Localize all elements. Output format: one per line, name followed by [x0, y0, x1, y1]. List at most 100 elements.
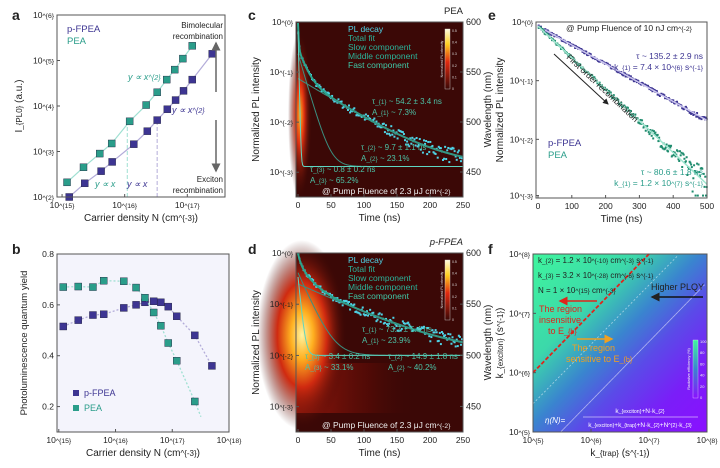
decay-point-p-FPEA: [585, 50, 588, 53]
y-axis-label: I_{PL0} (a.u.): [14, 80, 25, 133]
y-axis-label: Normalized PL intensity: [251, 57, 262, 162]
decay-point-p-FPEA: [581, 50, 584, 53]
x-axis-label: k_{trap} (s^{-1}): [590, 448, 649, 459]
pl-decay-point: [454, 345, 457, 348]
decay-point-PEA: [620, 101, 623, 104]
data-point-PEA: [163, 75, 171, 84]
y2-tick-label: 500: [466, 117, 481, 127]
decay-point-PEA: [652, 137, 655, 140]
pl-decay-point: [419, 148, 422, 151]
decay-point-PEA: [638, 122, 641, 125]
pl-decay-point: [351, 110, 354, 113]
pl-decay-point: [322, 88, 325, 91]
x-tick-label: 500: [700, 201, 714, 211]
panel-a-chart: 10^{15} 10^{16} 10^{17} 10^{2} 10^{3} 10^{4} 1…: [14, 10, 226, 224]
colorbar: [444, 28, 451, 90]
x-tick-label: 200: [423, 435, 437, 445]
recombination-label: Exciton: [197, 175, 223, 184]
y-tick-label: 10^{7}: [509, 308, 531, 318]
pl-decay-point: [418, 138, 421, 141]
pl-decay-point: [377, 313, 380, 316]
decay-point-PEA: [702, 194, 705, 197]
x-tick-label: 200: [599, 201, 613, 211]
decay-point-PEA: [681, 152, 684, 155]
data-point-p-FPEA: [208, 50, 216, 58]
data-point-PEA: [74, 282, 82, 291]
panel-label-f: f: [488, 241, 493, 257]
decay-point-PEA: [656, 133, 659, 136]
pl-decay-point: [373, 117, 376, 120]
pl-decay-point: [375, 320, 378, 323]
fit-annotation: @ Pump Fluence of 2.3 μJ cm^{-2}: [322, 186, 451, 196]
pl-decay-point: [367, 314, 370, 317]
pl-decay-point: [408, 323, 411, 326]
y-tick-label: 10^{5}: [509, 427, 531, 437]
colorbar: [692, 339, 699, 399]
pl-decay-point: [357, 311, 360, 314]
pl-decay-point: [352, 108, 355, 111]
data-point-p-FPEA: [163, 105, 172, 113]
decay-point-PEA: [634, 113, 637, 116]
decay-point-PEA: [676, 150, 679, 153]
pl-decay-point: [365, 310, 368, 313]
legend-entry: PL decay: [348, 24, 384, 34]
decay-point-p-FPEA: [637, 80, 640, 83]
contour-line: [561, 287, 702, 431]
colorbar-tick-label: 80: [700, 350, 705, 355]
decay-point-PEA: [644, 129, 647, 132]
pl-decay-point: [437, 145, 440, 148]
decay-point-PEA: [664, 147, 667, 150]
decay-point-PEA: [603, 88, 606, 91]
pl-decay-point: [440, 331, 443, 334]
pl-decay-point: [354, 310, 357, 313]
pl-decay-point: [461, 338, 464, 341]
colorbar-tick-label: 0.5: [452, 260, 457, 264]
x-tick-label: 100: [357, 200, 371, 210]
pl-decay-point: [388, 322, 391, 325]
decay-point-p-FPEA: [652, 88, 655, 91]
decay-point-p-FPEA: [583, 52, 586, 55]
decay-point-PEA: [567, 54, 570, 57]
pl-decay-point: [320, 90, 323, 93]
pl-decay-point: [339, 100, 342, 103]
decay-point-PEA: [684, 161, 687, 164]
decay-point-p-FPEA: [692, 113, 695, 116]
decay-point-p-FPEA: [628, 75, 631, 78]
pl-decay-point: [323, 292, 326, 295]
legend-entry: Fast component: [348, 291, 410, 301]
legend-pfpea: p-FPEA: [548, 138, 582, 149]
data-point-PEA: [191, 397, 199, 406]
decay-point-PEA: [612, 94, 615, 97]
pl-decay-point: [386, 323, 389, 326]
pl-decay-point: [411, 330, 414, 333]
decay-point-PEA: [704, 175, 707, 178]
x-tick-label: 10^{6}: [581, 435, 603, 445]
pl-decay-point: [449, 333, 452, 336]
decay-point-p-FPEA: [630, 78, 633, 81]
panel-c-chart: 0 50 100 150 200 250 10^{-3} 10^{-2} 10^{-1} 10^{…: [251, 6, 494, 224]
pl-decay-point: [359, 313, 362, 316]
decay-point-PEA: [628, 109, 631, 112]
pl-decay-point: [428, 335, 431, 338]
insensitive-region-label: The region: [539, 304, 582, 314]
pl-decay-point: [417, 327, 420, 330]
pl-decay-point: [433, 152, 436, 155]
pl-decay-point: [425, 140, 428, 143]
plot-frame: [295, 252, 464, 433]
legend-pea: PEA: [548, 150, 568, 161]
y2-tick-label: 550: [466, 299, 481, 309]
pl-decay-point: [461, 157, 464, 160]
pl-decay-point: [376, 318, 379, 321]
pl-decay-point: [369, 308, 372, 311]
pl-decay-point: [386, 132, 389, 135]
pl-decay-point: [417, 143, 420, 146]
pl-decay-point: [348, 104, 351, 107]
decay-point-PEA: [690, 166, 693, 169]
decay-point-p-FPEA: [580, 48, 583, 51]
decay-point-PEA: [541, 28, 544, 31]
fit-annotation: @ Pump Fluence of 2.3 μJ cm^{-2}: [322, 420, 451, 430]
scaling-annotation: y ∝ x^{2}: [171, 105, 205, 115]
pl-decay-point: [363, 118, 366, 121]
x-tick-label: 10^{16}: [112, 200, 137, 210]
x-tick-label: 10^{16}: [103, 435, 128, 445]
